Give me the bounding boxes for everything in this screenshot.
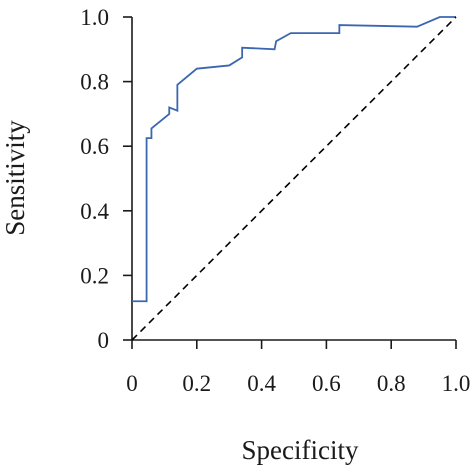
y-tick-label: 1.0 — [80, 5, 109, 30]
roc-curve-line — [132, 16, 456, 303]
x-tick-label: 1.0 — [442, 371, 471, 396]
y-axis-title: Sensitivity — [0, 120, 30, 236]
x-tick-label: 0.8 — [377, 371, 406, 396]
x-tick-label: 0 — [126, 371, 138, 396]
reference-diagonal-line — [131, 16, 457, 341]
ticks: 0 0.2 0.4 0.6 0.8 1.0 0 0.2 0.4 0.6 0.8 1.0 — [80, 5, 470, 396]
y-tick-label: 0.6 — [80, 134, 109, 159]
y-tick-label: 0.2 — [80, 263, 109, 288]
axes — [131, 17, 456, 341]
x-tick-label: 0.4 — [247, 371, 276, 396]
y-tick-label: 0.4 — [80, 199, 109, 224]
y-tick-label: 0.8 — [80, 70, 109, 95]
x-tick-label: 0.2 — [182, 371, 211, 396]
series-layer — [131, 16, 457, 341]
y-tick-label: 0 — [98, 328, 110, 353]
x-tick-label: 0.6 — [312, 371, 341, 396]
x-axis-title: Specificity — [242, 435, 359, 465]
